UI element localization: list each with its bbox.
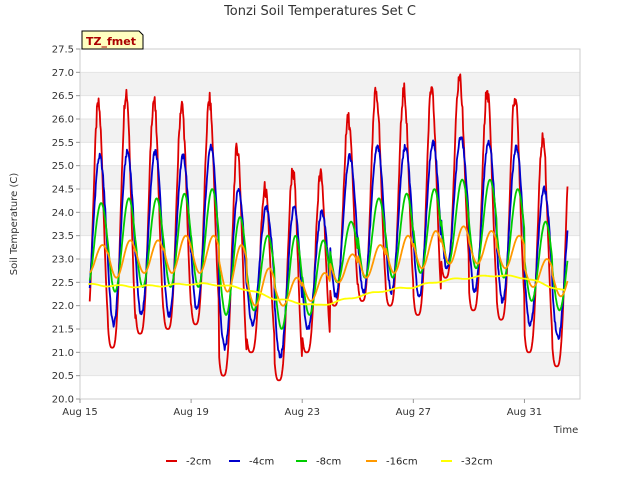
x-tick-label: Aug 27 (396, 407, 431, 418)
y-tick-label: 25.0 (52, 161, 74, 172)
badge-shape (81, 30, 144, 50)
grid-band (80, 119, 580, 143)
x-tick-label: Aug 19 (173, 407, 208, 418)
series-line-32cm (88, 274, 566, 306)
chart-title: Tonzi Soil Temperatures Set C (223, 4, 416, 19)
legend-label: -32cm (461, 457, 493, 468)
plot-frame (79, 48, 581, 400)
y-tick-label: 27.5 (52, 45, 74, 56)
legend-label: -2cm (186, 457, 211, 468)
y-tick-label: 20.5 (52, 371, 74, 382)
grid-band (80, 352, 580, 376)
y-tick-label: 26.5 (52, 91, 74, 102)
y-tick-label: 22.0 (52, 301, 74, 312)
legend-label: -8cm (316, 457, 341, 468)
y-tick-label: 21.5 (52, 325, 74, 336)
x-tick-label: Aug 23 (285, 407, 320, 418)
grid-band (80, 165, 580, 189)
x-axis-title: Time (553, 425, 578, 436)
y-tick-label: 24.0 (52, 208, 74, 219)
x-axis: Aug 15 Aug 19 Aug 23 Aug 27 Aug 31 (62, 399, 542, 418)
y-tick-label: 25.5 (52, 138, 74, 149)
y-tick-label: 23.0 (52, 255, 74, 266)
y-tick-label: 24.5 (52, 185, 74, 196)
plot-series (88, 73, 569, 382)
badge-label: TZ_fmet (86, 35, 136, 48)
grid-bands (80, 71, 580, 400)
series-line-2cm (88, 73, 569, 382)
x-tick-label: Aug 15 (62, 407, 97, 418)
y-tick-label: 22.5 (52, 278, 74, 289)
grid-band (80, 72, 580, 96)
y-tick-label: 23.5 (52, 231, 74, 242)
legend-label: -4cm (249, 457, 274, 468)
y-tick-label: 27.0 (52, 68, 74, 79)
y-tick-label: 21.0 (52, 348, 74, 359)
y-tick-label: 20.0 (52, 395, 74, 406)
y-axis-title: Soil Temperature (C) (9, 173, 20, 276)
series-line-16cm (89, 225, 569, 307)
legend-label: -16cm (386, 457, 418, 468)
legend: -2cm -4cm -8cm -16cm -32cm (166, 457, 493, 468)
x-tick-label: Aug 31 (507, 407, 542, 418)
y-tick-label: 26.0 (52, 115, 74, 126)
station-badge: TZ_fmet (81, 30, 144, 50)
y-axis: 20.0 20.5 21.0 21.5 22.0 22.5 23.0 23.5 24.0 24.5… (52, 45, 80, 406)
grid-band (80, 212, 580, 236)
